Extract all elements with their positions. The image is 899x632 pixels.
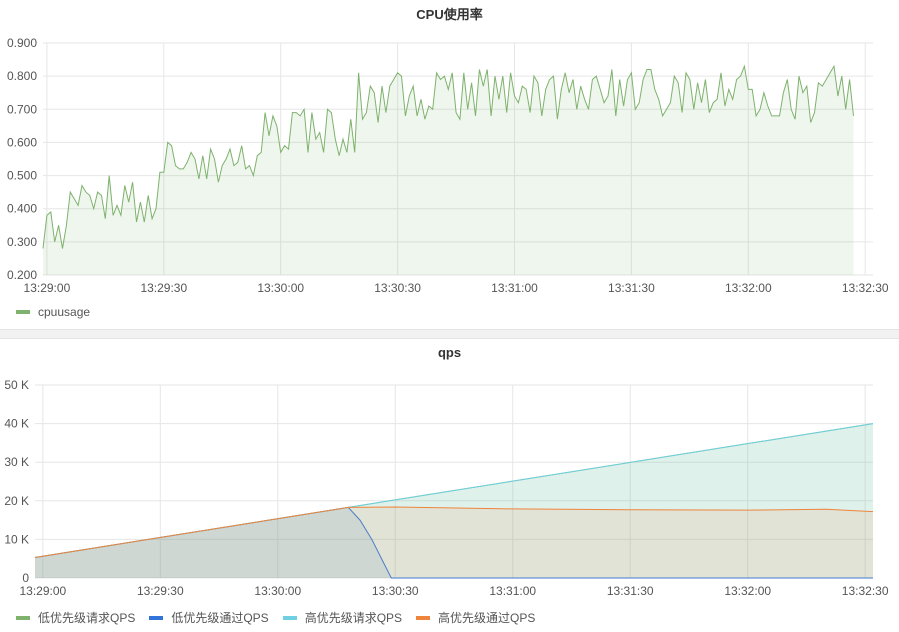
legend-swatch [16,310,30,314]
qps-chart: 50 K 40 K 30 K 20 K 10 K 013:29:00 13:29:30 13:… [4,378,889,598]
legend-item-high-priority-request[interactable]: 高优先级请求QPS [282,609,403,626]
cpu-usage-chart: 0.900 0.800 0.700 0.600 0.500 0.400 0.300 0.200… [7,36,889,295]
y-tick-label: 40 K [4,417,29,431]
x-tick-label: 13:31:30 [608,281,655,295]
x-tick-label: 13:29:30 [137,584,184,598]
y-tick-label: 0.700 [7,102,37,116]
cpu-usage-panel: CPU使用率 0.900 0.800 0.700 0.600 0.500 0.400 0.3… [6,7,889,319]
x-tick-label: 13:30:00 [257,281,304,295]
legend-swatch [149,615,164,620]
y-tick-label: 30 K [4,455,29,469]
y-tick-label: 0 [22,571,29,585]
y-tick-label: 50 K [4,378,29,392]
series-line [42,64,854,249]
panel-title[interactable]: CPU使用率 [416,7,483,22]
legend-label: 低优先级请求QPS [38,611,136,625]
legend-label: 高优先级通过QPS [438,611,536,625]
series-area [35,423,873,578]
x-tick-label: 13:32:00 [725,281,772,295]
legend-item-high-priority-pass[interactable]: 高优先级通过QPS [416,609,535,626]
panel-title[interactable]: qps [437,345,462,360]
y-tick-label: 20 K [4,494,29,508]
legend: cpuusage [16,305,90,319]
series-area [43,66,854,275]
qps-panel: qps 50 K 40 K 30 K 20 K 10 K 0 13:29:00 13:29:3… [0,339,899,632]
x-tick-label: 13:29:00 [24,281,71,295]
x-tick-label: 13:30:00 [254,584,301,598]
x-tick-label: 13:32:30 [842,584,889,598]
y-tick-label: 0.800 [7,69,37,83]
x-tick-label: 13:30:30 [372,584,419,598]
x-tick-label: 13:31:00 [489,584,536,598]
y-tick-label: 0.200 [7,268,37,282]
legend: 低优先级请求QPS 低优先级通过QPS 高优先级请求QPS 高优先级通过QPS [16,609,535,626]
series-area [35,423,873,578]
legend-label: 高优先级请求QPS [304,611,403,625]
legend-swatch [416,615,431,620]
series-area [35,507,873,578]
legend-label: cpuusage [38,305,91,319]
y-tick-label: 0.300 [7,235,37,249]
legend-label: 低优先级通过QPS [171,611,269,625]
x-tick-label: 13:31:00 [491,281,538,295]
legend-swatch [16,615,30,620]
legend-item-cpuusage[interactable]: cpuusage [16,305,90,319]
x-tick-label: 13:32:30 [842,281,889,295]
legend-item-low-priority-request[interactable]: 低优先级请求QPS [16,609,135,626]
legend-swatch [282,615,297,620]
y-tick-label: 0.600 [7,135,37,149]
series-area [35,507,873,578]
series-line [34,506,874,558]
x-tick-label: 13:31:30 [607,584,654,598]
legend-item-low-priority-pass[interactable]: 低优先级通过QPS [149,609,269,626]
x-tick-label: 13:29:00 [19,584,66,598]
y-tick-label: 0.400 [7,202,37,216]
y-tick-label: 0.500 [7,169,37,183]
x-tick-label: 13:32:00 [724,584,771,598]
x-tick-label: 13:29:30 [140,281,187,295]
y-tick-label: 10 K [4,532,29,546]
panel-separator [0,329,899,339]
y-tick-label: 0.900 [7,36,37,50]
x-tick-label: 13:30:30 [374,281,421,295]
